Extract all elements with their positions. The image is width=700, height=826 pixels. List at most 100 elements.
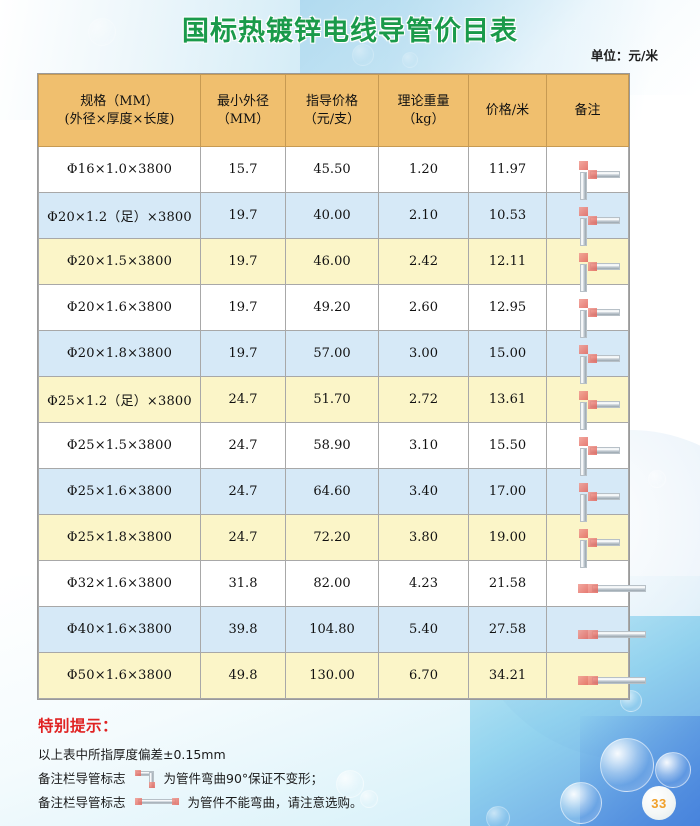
cell-price-per-m: 19.00 <box>468 514 547 561</box>
cell-remark <box>546 422 629 476</box>
cell-price-per-m: 21.58 <box>468 560 547 607</box>
cell-spec: Φ20×1.6×3800 <box>38 284 201 331</box>
table-row: Φ25×1.8×3800 24.7 72.20 3.80 19.00 <box>38 514 629 568</box>
column-header-line1: 备注 <box>574 102 601 118</box>
cell-min-od: 24.7 <box>200 422 286 469</box>
cell-remark <box>546 514 629 568</box>
cell-spec: Φ16×1.0×3800 <box>38 146 201 193</box>
table-row: Φ20×1.5×3800 19.7 46.00 2.42 12.11 <box>38 238 629 292</box>
cell-weight: 2.60 <box>378 284 469 331</box>
cell-remark <box>546 146 629 200</box>
cell-spec: Φ40×1.6×3800 <box>38 606 201 653</box>
table-row: Φ32×1.6×3800 31.8 82.00 4.23 21.58 <box>38 560 646 607</box>
cell-remark <box>546 192 629 246</box>
cell-price-per-m: 17.00 <box>468 468 547 515</box>
cell-weight: 3.40 <box>378 468 469 515</box>
cell-price-per-m: 15.50 <box>468 422 547 469</box>
cell-min-od: 19.7 <box>200 284 286 331</box>
table-row: Φ20×1.8×3800 19.7 57.00 3.00 15.00 <box>38 330 629 384</box>
table-row: Φ20×1.2（足）×3800 19.7 40.00 2.10 10.53 <box>38 192 629 246</box>
cell-price-per-m: 27.58 <box>468 606 547 653</box>
cell-price-per-m: 10.53 <box>468 192 547 239</box>
cell-remark <box>546 284 629 338</box>
straight-pipe-icon <box>134 798 179 806</box>
note-line-text-before: 备注栏导管标志 <box>38 770 126 786</box>
table-body: Φ16×1.0×3800 15.7 45.50 1.20 11.97 Φ20×1.2（足）… <box>38 146 646 699</box>
page-title: 国标热镀锌电线导管价目表 <box>182 16 518 47</box>
cell-spec: Φ25×1.8×3800 <box>38 514 201 561</box>
cell-min-od: 19.7 <box>200 238 286 285</box>
cell-spec: Φ20×1.2（足）×3800 <box>38 192 201 239</box>
cell-guide-price: 40.00 <box>285 192 379 239</box>
column-header-line2: （MM） <box>216 111 270 127</box>
column-header-price-per-meter: 价格/米 <box>468 74 547 147</box>
cell-min-od: 24.7 <box>200 376 286 423</box>
cell-guide-price: 46.00 <box>285 238 379 285</box>
note-line-text-before: 备注栏导管标志 <box>38 794 126 810</box>
table-row: Φ25×1.6×3800 24.7 64.60 3.40 17.00 <box>38 468 629 522</box>
note-line-text-after: 为管件弯曲90°保证不变形； <box>163 770 324 786</box>
price-table-container: 规格（MM） (外径×厚度×长度) 最小外径 （MM） 指导价格 （元/支） 理… <box>38 74 646 699</box>
cell-weight: 5.40 <box>378 606 469 653</box>
cell-weight: 2.42 <box>378 238 469 285</box>
cell-weight: 2.10 <box>378 192 469 239</box>
cell-remark <box>546 376 629 430</box>
table-head: 规格（MM） (外径×厚度×长度) 最小外径 （MM） 指导价格 （元/支） 理… <box>38 74 629 147</box>
table-row: Φ16×1.0×3800 15.7 45.50 1.20 11.97 <box>38 146 629 200</box>
column-header-line1: 规格（MM） <box>80 93 159 109</box>
cell-remark <box>546 238 629 292</box>
price-table: 规格（MM） (外径×厚度×长度) 最小外径 （MM） 指导价格 （元/支） 理… <box>38 74 646 699</box>
cell-price-per-m: 12.95 <box>468 284 547 331</box>
cell-remark <box>546 652 646 699</box>
cell-guide-price: 72.20 <box>285 514 379 561</box>
elbow-pipe-icon <box>134 769 155 788</box>
column-header-line1: 最小外径 <box>216 93 269 109</box>
column-header-min-od: 最小外径 （MM） <box>200 74 286 147</box>
header-row: 规格（MM） (外径×厚度×长度) 最小外径 （MM） 指导价格 （元/支） 理… <box>38 74 629 147</box>
cell-min-od: 24.7 <box>200 468 286 515</box>
cell-price-per-m: 34.21 <box>468 652 547 699</box>
cell-min-od: 19.7 <box>200 192 286 239</box>
cell-guide-price: 51.70 <box>285 376 379 423</box>
column-header-line2: (外径×厚度×长度) <box>64 111 175 127</box>
cell-remark <box>546 560 646 607</box>
table-row: Φ50×1.6×3800 49.8 130.00 6.70 34.21 <box>38 652 646 699</box>
cell-weight: 4.23 <box>378 560 469 607</box>
cell-weight: 2.72 <box>378 376 469 423</box>
cell-spec: Φ25×1.6×3800 <box>38 468 201 515</box>
special-notes: 特别提示： 以上表中所指厚度偏差±0.15mm 备注栏导管标志 为管件弯曲90°… <box>38 714 558 814</box>
table-row: Φ25×1.5×3800 24.7 58.90 3.10 15.50 <box>38 422 629 476</box>
note-line-text: 以上表中所指厚度偏差±0.15mm <box>38 747 226 762</box>
cell-guide-price: 57.00 <box>285 330 379 377</box>
table-row: Φ20×1.6×3800 19.7 49.20 2.60 12.95 <box>38 284 629 338</box>
cell-min-od: 19.7 <box>200 330 286 377</box>
cell-remark <box>546 606 646 653</box>
cell-weight: 3.10 <box>378 422 469 469</box>
unit-label: 单位：元/米 <box>590 48 658 63</box>
cell-min-od: 31.8 <box>200 560 286 607</box>
column-header-line1: 理论重量 <box>397 93 450 109</box>
cell-weight: 6.70 <box>378 652 469 699</box>
note-line-straight: 备注栏导管标志 为管件不能弯曲，请注意选购。 <box>38 791 558 815</box>
cell-remark <box>546 330 629 384</box>
cell-spec: Φ25×1.5×3800 <box>38 422 201 469</box>
bubble-decoration <box>648 470 666 488</box>
cell-guide-price: 82.00 <box>285 560 379 607</box>
cell-weight: 1.20 <box>378 146 469 193</box>
cell-spec: Φ50×1.6×3800 <box>38 652 201 699</box>
column-header-spec: 规格（MM） (外径×厚度×长度) <box>38 74 201 147</box>
cell-guide-price: 130.00 <box>285 652 379 699</box>
cell-price-per-m: 15.00 <box>468 330 547 377</box>
column-header-line2: （kg） <box>402 111 445 127</box>
note-line-elbow: 备注栏导管标志 为管件弯曲90°保证不变形； <box>38 767 558 791</box>
cell-guide-price: 45.50 <box>285 146 379 193</box>
bubble-decoration <box>560 782 602 824</box>
cell-guide-price: 49.20 <box>285 284 379 331</box>
cell-min-od: 39.8 <box>200 606 286 653</box>
cell-min-od: 24.7 <box>200 514 286 561</box>
bubble-decoration <box>402 52 418 68</box>
column-header-remark: 备注 <box>546 74 629 147</box>
cell-guide-price: 104.80 <box>285 606 379 653</box>
cell-min-od: 49.8 <box>200 652 286 699</box>
